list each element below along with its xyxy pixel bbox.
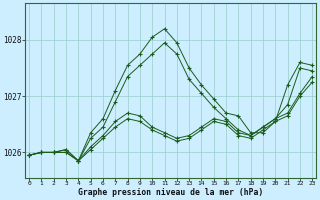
X-axis label: Graphe pression niveau de la mer (hPa): Graphe pression niveau de la mer (hPa)	[78, 188, 263, 197]
